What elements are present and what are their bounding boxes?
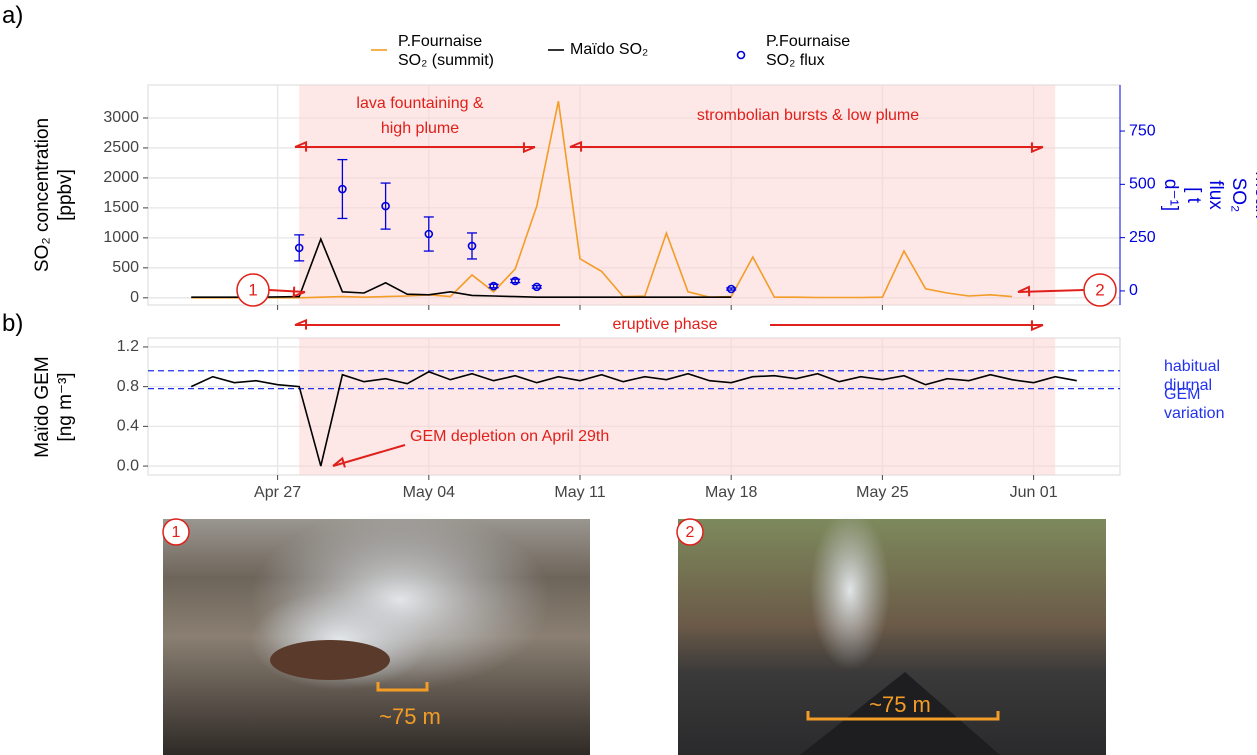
marker-label: 1 (248, 280, 257, 299)
arrow-head (292, 286, 306, 298)
marker-label: 2 (1095, 280, 1104, 299)
panel-label: a) (2, 2, 24, 29)
annotation: habitual diurnal (1164, 358, 1221, 395)
arrow-head (294, 318, 308, 330)
flux-point (510, 276, 520, 286)
legend-label: P.Fournaise SO₂ flux (766, 33, 851, 70)
y-axis-title: Maïdo GEM [ng m⁻³] (32, 355, 76, 458)
annotation: eruptive phase (612, 316, 718, 333)
flux-point (489, 281, 498, 291)
annotation: GEM depletion on April 29th (410, 428, 610, 445)
vent (270, 640, 390, 680)
arrow-head (522, 142, 536, 154)
arrow-head (332, 456, 346, 468)
scale-label: ~75 m (869, 692, 931, 717)
y-tick-label: 1.2 (117, 338, 139, 355)
eruption-shade (299, 85, 1056, 305)
panel-label: b) (2, 310, 24, 337)
annotation: strombolian bursts & low plume (696, 107, 920, 124)
photo-marker (676, 518, 704, 546)
arrow-head (294, 140, 308, 152)
y-tick-label: 3000 (103, 109, 139, 126)
legend-label: P.Fournaise SO₂ (summit) (398, 33, 494, 70)
flux-point (532, 282, 542, 292)
arrow-head (1017, 285, 1031, 297)
series-line (190, 370, 1077, 467)
photo-marker (162, 518, 190, 546)
y-axis-title: SO₂ concentration [ppbv] (32, 117, 76, 273)
flux-point (424, 229, 434, 239)
arrow-head (1030, 320, 1044, 332)
flux-point (467, 241, 477, 251)
y-tick-label: 1000 (103, 229, 139, 246)
flux-point (338, 184, 347, 194)
y2-tick-label: 0 (1129, 282, 1138, 299)
y-tick-label: 2000 (103, 169, 139, 186)
x-tick-label: Apr 27 (254, 484, 301, 501)
annotation: lava fountaining & high plume (356, 95, 484, 137)
photo-label: 1 (172, 524, 181, 541)
plume (810, 510, 890, 670)
eruption-shade (299, 338, 1056, 475)
y2-tick-label: 250 (1129, 229, 1156, 246)
y-tick-label: 500 (112, 259, 139, 276)
photo-label: 2 (686, 524, 695, 541)
x-tick-label: May 11 (554, 484, 605, 501)
x-tick-label: May 18 (705, 484, 758, 501)
scale-bracket (376, 682, 429, 692)
arrow-head (1030, 142, 1044, 154)
series-line (191, 101, 1013, 299)
y-tick-label: 2500 (103, 139, 139, 156)
y-tick-label: 0.0 (117, 457, 139, 474)
y2-axis-title: mean SO₂ flux [ t d⁻¹] (1159, 171, 1257, 219)
y-tick-label: 0 (130, 289, 139, 306)
flux-point (726, 284, 736, 294)
arrow (268, 289, 306, 293)
arrow (332, 444, 406, 467)
arrow-head (569, 140, 583, 152)
x-tick-label: Jun 01 (1010, 484, 1058, 501)
x-tick-label: May 04 (403, 484, 456, 501)
legend-label: Maïdo SO₂ (570, 41, 649, 58)
scale-label: ~75 m (379, 704, 441, 729)
marker-circle (1083, 273, 1117, 307)
flux-point (294, 243, 304, 253)
y-tick-label: 1500 (103, 199, 139, 216)
marker-circle (236, 273, 270, 307)
y-tick-label: 0.4 (117, 418, 139, 435)
x-tick-label: May 25 (856, 484, 909, 501)
y2-tick-label: 750 (1129, 122, 1156, 139)
y-tick-label: 0.8 (117, 378, 139, 395)
series-line (191, 236, 732, 298)
cone (800, 672, 1000, 755)
annotation: GEM variation (1164, 386, 1225, 423)
flux-point (381, 201, 390, 211)
y2-tick-label: 500 (1129, 176, 1156, 193)
legend-key (736, 50, 746, 60)
scale-bracket (806, 711, 1000, 721)
